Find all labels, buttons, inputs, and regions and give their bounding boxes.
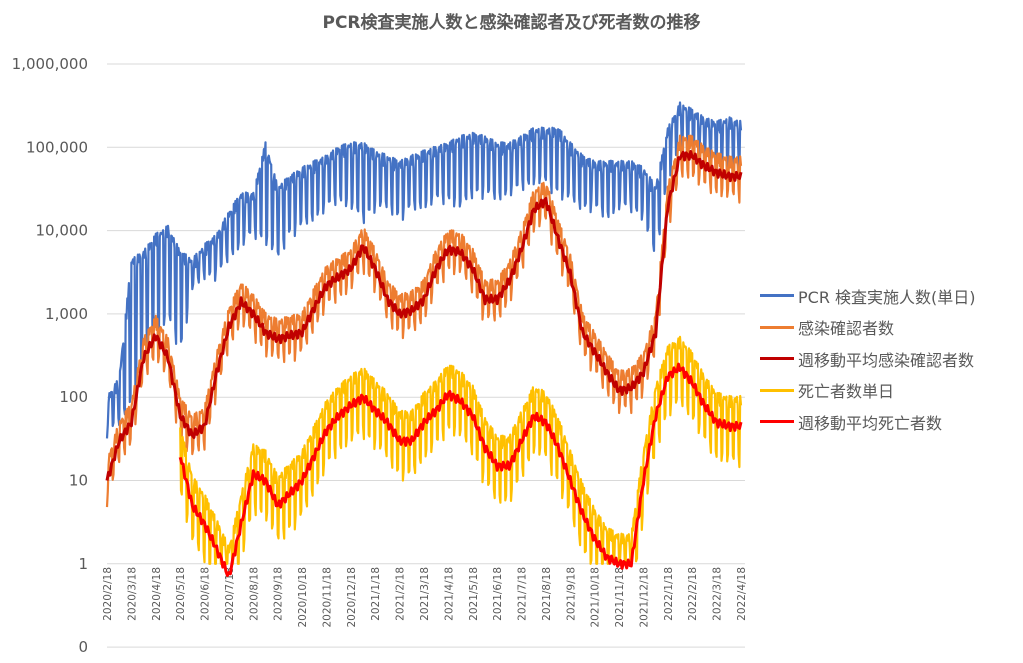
y-tick-label: 10,000 xyxy=(36,222,89,240)
y-tick-label: 1,000,000 xyxy=(12,55,88,73)
legend: PCR 検査実施人数(単日) 感染確認者数週移動平均感染確認者数 死亡者数単日週移動… xyxy=(760,280,976,438)
x-tick-label: 2021/4/18 xyxy=(443,567,455,621)
legend-label: 死亡者数単日 xyxy=(798,382,895,402)
x-tick-label: 2021/6/18 xyxy=(492,567,504,621)
x-tick-label: 2021/3/18 xyxy=(419,567,431,621)
x-tick-label: 2020/11/18 xyxy=(321,567,333,628)
x-tick-label: 2020/6/18 xyxy=(200,567,212,621)
legend-swatch xyxy=(760,325,794,329)
legend-item: 死亡者数単日 xyxy=(760,375,976,407)
x-tick-label: 2021/9/18 xyxy=(565,567,577,621)
x-tick-label: 2021/1/18 xyxy=(370,567,382,621)
x-tick-label: 2022/4/18 xyxy=(736,567,748,621)
x-tick-label: 2022/1/18 xyxy=(663,567,675,621)
x-tick-label: 2020/12/18 xyxy=(346,567,358,628)
series-line-4 xyxy=(178,362,743,577)
y-tick-label: 1 xyxy=(78,555,88,573)
legend-item: 週移動平均感染確認者数 xyxy=(760,343,976,375)
x-tick-label: 2020/10/18 xyxy=(297,567,309,628)
series-line-1 xyxy=(105,134,743,508)
x-tick-label: 2021/2/18 xyxy=(395,567,407,621)
legend-label: 感染確認者数 xyxy=(798,319,895,339)
y-tick-label: 100 xyxy=(59,388,88,406)
x-tick-label: 2021/7/18 xyxy=(517,567,529,621)
series-line-2 xyxy=(105,150,743,481)
x-tick-label: 2020/7/18 xyxy=(224,567,236,621)
y-tick-label: 1,000 xyxy=(45,305,88,323)
y-tick-label: 10 xyxy=(69,472,88,490)
legend-label: 週移動平均感染確認者数 xyxy=(798,350,975,370)
series-line-0 xyxy=(105,101,743,439)
x-tick-label: 2021/5/18 xyxy=(468,567,480,621)
legend-item: 感染確認者数 xyxy=(760,312,976,344)
legend-label: 週移動平均死亡者数 xyxy=(798,413,943,433)
x-tick-label: 2021/11/18 xyxy=(614,567,626,628)
x-tick-label: 2022/2/18 xyxy=(687,567,699,621)
x-tick-label: 2021/10/18 xyxy=(590,567,602,628)
legend-swatch xyxy=(760,388,794,392)
legend-item: PCR 検査実施人数(単日) xyxy=(760,280,976,312)
x-tick-label: 2021/12/18 xyxy=(638,567,650,628)
x-tick-label: 2020/9/18 xyxy=(273,567,285,621)
x-tick-label: 2020/4/18 xyxy=(151,567,163,621)
legend-label: PCR 検査実施人数(単日) xyxy=(798,287,976,307)
legend-swatch xyxy=(760,294,794,298)
x-tick-label: 2022/3/18 xyxy=(712,567,724,621)
x-tick-label: 2020/8/18 xyxy=(248,567,260,621)
y-tick-label: 100,000 xyxy=(26,138,88,156)
x-tick-label: 2020/2/18 xyxy=(102,567,114,621)
x-tick-label: 2021/8/18 xyxy=(541,567,553,621)
x-tick-label: 2020/5/18 xyxy=(175,567,187,621)
chart-title: PCR検査実施人数と感染確認者及び死者数の推移 xyxy=(322,13,701,33)
legend-swatch xyxy=(760,420,794,424)
legend-item: 週移動平均死亡者数 xyxy=(760,406,976,438)
y-tick-label: 0 xyxy=(78,638,88,656)
x-tick-label: 2020/3/18 xyxy=(126,567,138,621)
legend-swatch xyxy=(760,357,794,361)
series-line-3 xyxy=(179,335,743,565)
